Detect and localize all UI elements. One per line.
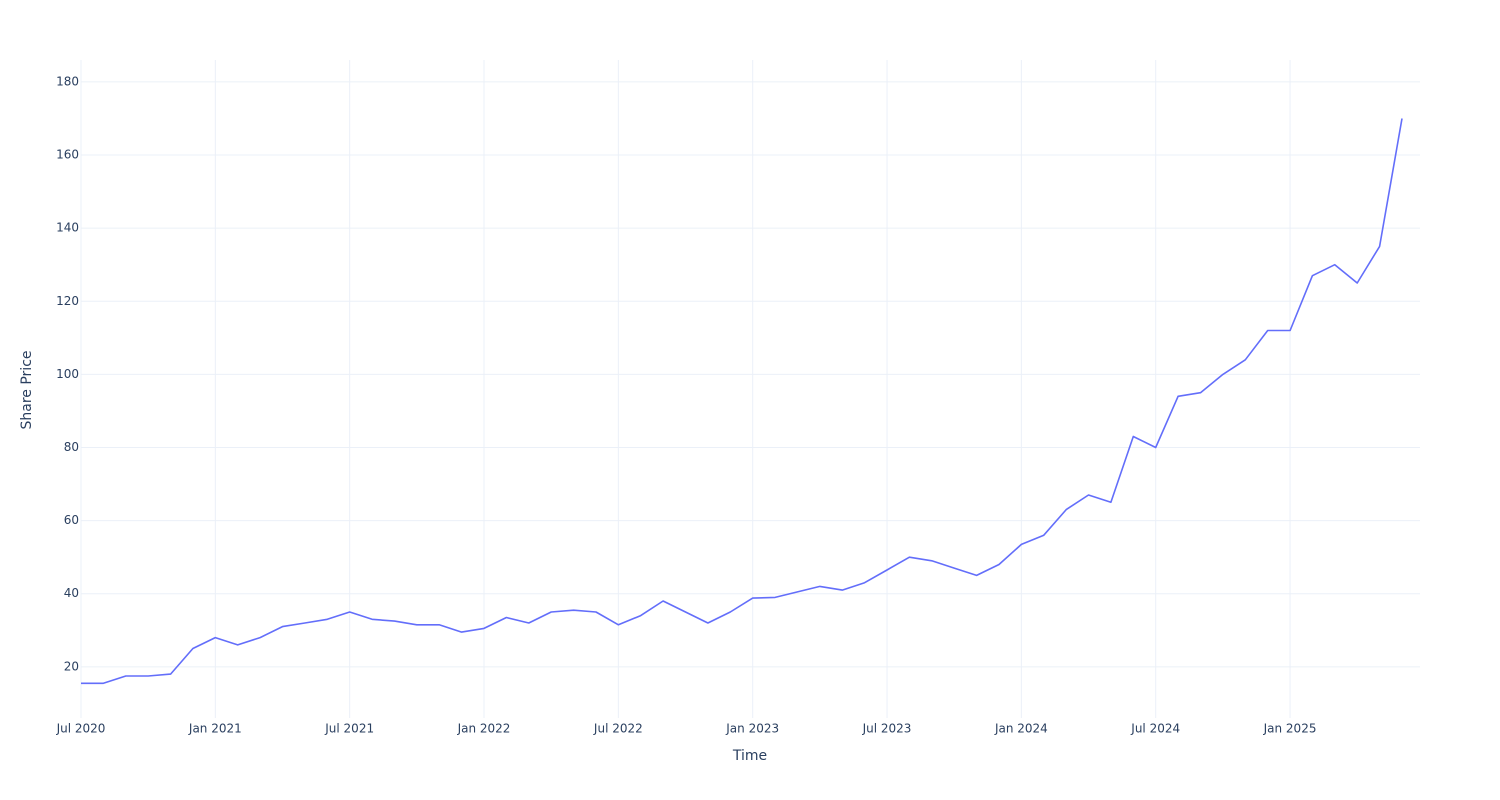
- y-tick-label: 140: [56, 221, 79, 235]
- price-line: [81, 118, 1403, 685]
- y-tick-label: 40: [64, 586, 79, 600]
- y-tick-label: 60: [64, 513, 79, 527]
- y-axis-label: Share Price: [19, 350, 35, 429]
- y-tick-label: 80: [64, 440, 79, 454]
- x-tick-label: Jul 2024: [1130, 722, 1180, 736]
- x-tick-label: Jan 2023: [725, 722, 779, 736]
- x-tick-label: Jan 2022: [457, 722, 511, 736]
- y-tick-label: 120: [56, 294, 79, 308]
- x-tick-label: Jul 2021: [324, 722, 374, 736]
- x-tick-label: Jul 2020: [56, 722, 106, 736]
- x-tick-label: Jan 2025: [1263, 722, 1317, 736]
- y-tick-label: 20: [64, 659, 79, 673]
- y-tick-label: 180: [56, 74, 79, 88]
- y-tick-label: 100: [56, 367, 79, 381]
- x-tick-label: Jan 2024: [994, 722, 1048, 736]
- x-tick-label: Jul 2023: [862, 722, 912, 736]
- y-tick-label: 160: [56, 148, 79, 162]
- x-tick-label: Jul 2022: [593, 722, 643, 736]
- x-axis-label: Time: [732, 748, 767, 764]
- x-tick-label: Jan 2021: [188, 722, 242, 736]
